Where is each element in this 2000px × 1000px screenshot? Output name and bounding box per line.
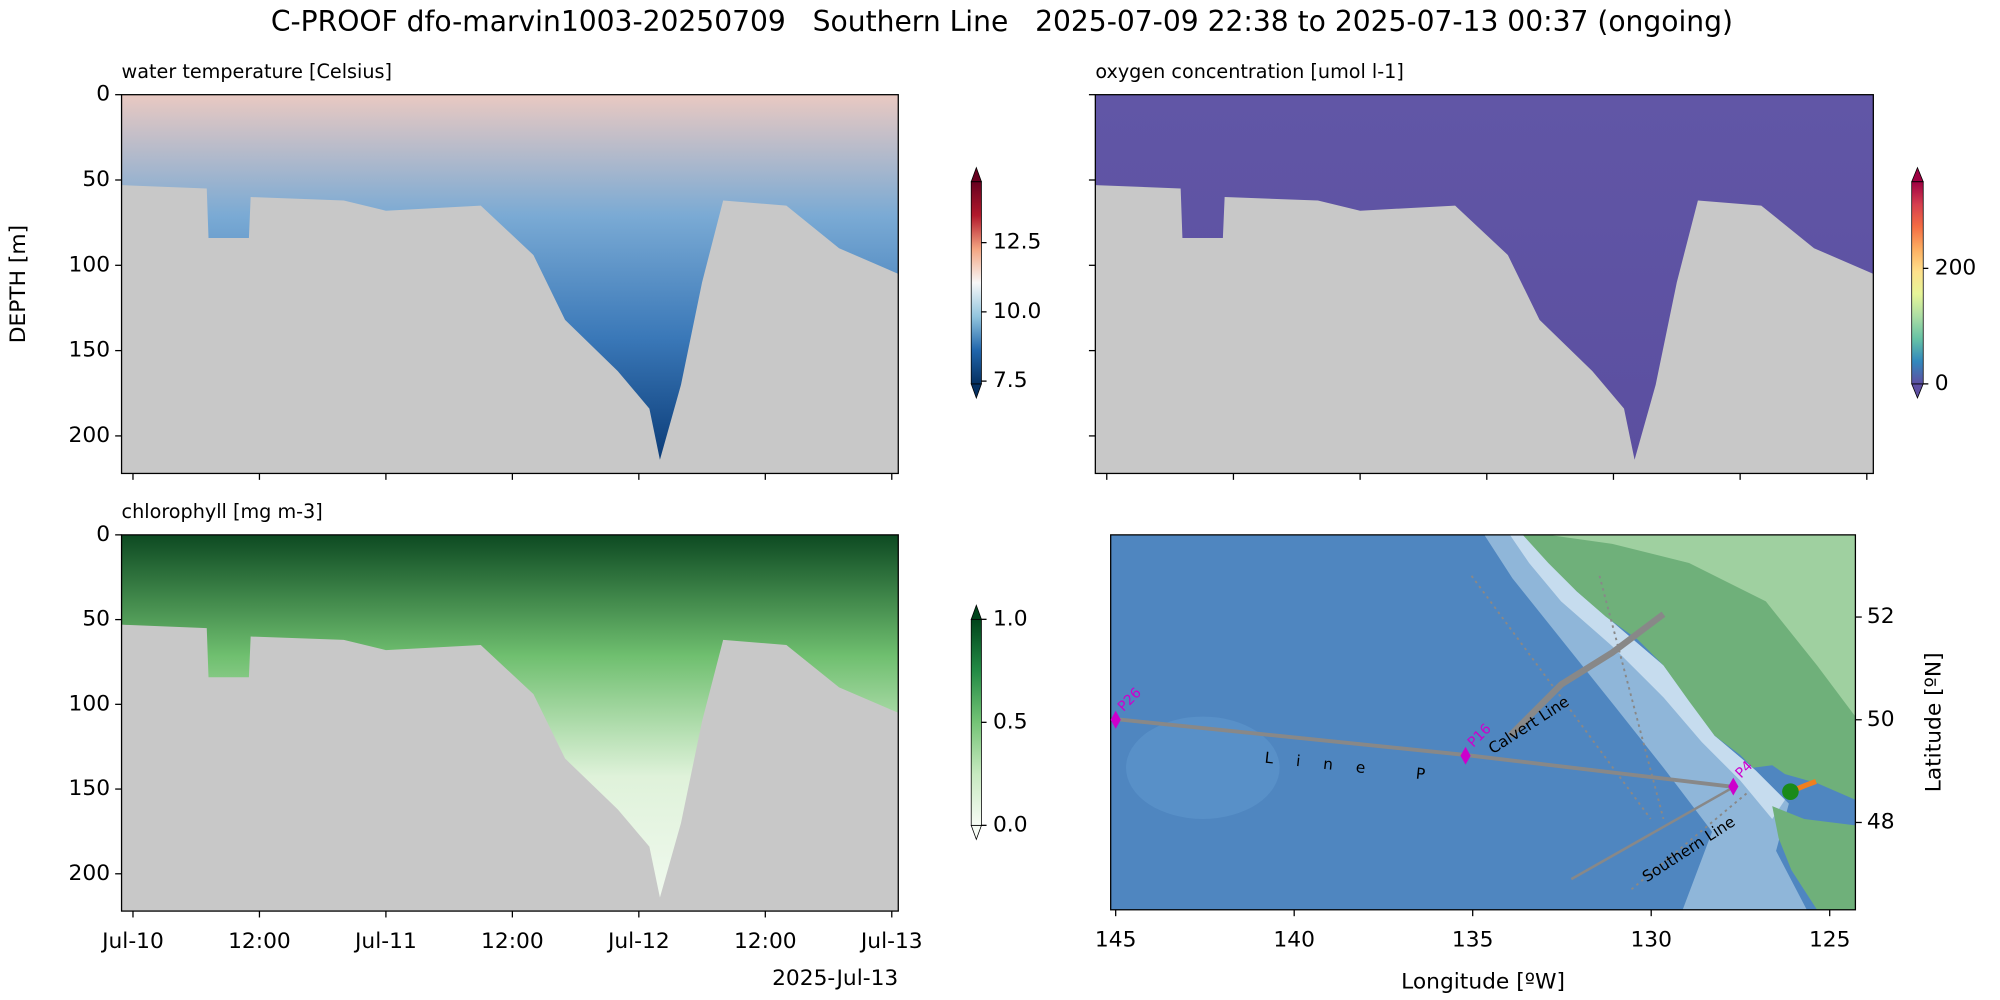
axes-frame xyxy=(120,94,899,475)
axes-frame xyxy=(120,534,899,912)
x-tick-label: 130 xyxy=(1630,927,1672,952)
y-tick-label: 200 xyxy=(69,423,111,448)
colorbar-tick-label: 1.0 xyxy=(993,606,1028,631)
shelf xyxy=(1484,534,1807,910)
map-background xyxy=(1110,534,1856,910)
x-tick-label: Jul-11 xyxy=(353,929,417,954)
section-data xyxy=(121,94,899,460)
colorbar-tick-label: 7.5 xyxy=(993,368,1028,393)
colorbar-extend xyxy=(970,166,982,183)
glider-position xyxy=(1782,783,1799,800)
y-tick-label: 50 xyxy=(82,167,110,192)
x-tick-label: 12:00 xyxy=(734,929,797,954)
y-tick-label: 0 xyxy=(96,522,110,547)
panel-title: oxygen concentration [umol l-1] xyxy=(1095,60,1404,83)
x-tick-label: 125 xyxy=(1809,927,1851,952)
ocean-shade xyxy=(1126,716,1280,819)
y-axis-label: Latitude [ºN] xyxy=(1922,652,1947,792)
x-tick-label: 12:00 xyxy=(228,929,291,954)
panel-title: water temperature [Celsius] xyxy=(122,60,392,83)
colorbar-frame xyxy=(970,181,982,385)
y-axis-label: DEPTH [m] xyxy=(6,225,31,343)
colorbar-extend xyxy=(1911,166,1924,183)
y-tick-label: 50 xyxy=(82,607,110,632)
land-high xyxy=(1548,534,1856,717)
y-tick-label: 52 xyxy=(1867,604,1895,629)
y-tick-label: 48 xyxy=(1867,809,1895,834)
x-tick-label: 145 xyxy=(1095,927,1137,952)
x-tick-label: 12:00 xyxy=(481,929,544,954)
colorbar-extend xyxy=(970,824,982,841)
land-south xyxy=(1772,806,1856,910)
x-axis-label: Longitude [ºW] xyxy=(1401,970,1565,995)
y-tick-label: 0 xyxy=(96,82,110,107)
y-tick-label: 50 xyxy=(1867,707,1895,732)
colorbar-tick-label: 12.5 xyxy=(993,230,1041,255)
figure-title: C-PROOF dfo-marvin1003-20250709 Southern… xyxy=(271,5,1733,38)
station-marker xyxy=(1110,710,1121,729)
y-tick-label: 150 xyxy=(69,776,111,801)
colorbar xyxy=(971,181,982,384)
colorbar-tick-label: 200 xyxy=(1935,255,1977,280)
x-offset-label: 2025-Jul-13 xyxy=(772,966,898,991)
colorbar-tick-label: 10.0 xyxy=(993,299,1041,324)
y-tick-label: 100 xyxy=(69,252,111,277)
shelf-shallow xyxy=(1509,534,1786,819)
colorbar-extend xyxy=(1911,383,1924,399)
x-tick-label: 140 xyxy=(1273,927,1315,952)
colorbar-frame xyxy=(1911,181,1924,385)
colorbar-tick-label: 0.0 xyxy=(993,812,1028,837)
section-data xyxy=(121,534,899,898)
colorbar xyxy=(971,619,982,826)
x-tick-label: 135 xyxy=(1452,927,1494,952)
colorbar-tick-label: 0.5 xyxy=(993,709,1028,734)
axes-frame xyxy=(1094,94,1874,475)
colorbar-extend xyxy=(970,383,982,400)
colorbar-tick-label: 0 xyxy=(1935,371,1949,396)
y-tick-label: 100 xyxy=(69,691,111,716)
panel-title: chlorophyll [mg m-3] xyxy=(122,500,323,523)
x-tick-label: Jul-12 xyxy=(606,929,670,954)
x-tick-label: Jul-10 xyxy=(100,929,164,954)
colorbar-extend xyxy=(970,604,982,620)
colorbar xyxy=(1911,181,1924,384)
track-calvert xyxy=(1507,611,1666,739)
map-frame xyxy=(1110,534,1857,911)
station-marker xyxy=(1460,746,1471,765)
y-tick-label: 200 xyxy=(69,861,111,886)
y-tick-label: 150 xyxy=(69,338,111,363)
track-dotted xyxy=(1470,575,1652,820)
x-tick-label: Jul-13 xyxy=(859,929,923,954)
station-marker xyxy=(1728,777,1739,796)
section-data xyxy=(1095,94,1874,460)
track-southern xyxy=(1570,785,1735,881)
